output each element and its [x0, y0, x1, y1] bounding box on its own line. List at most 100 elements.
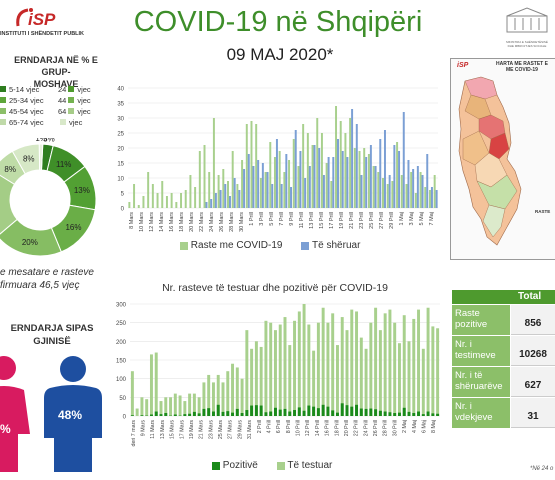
- bar-cases: [184, 190, 187, 208]
- x-tick-label: 16 Mars: [169, 212, 175, 232]
- x-tick-label: 27 Prill: [379, 212, 385, 229]
- bar-tested: [264, 320, 268, 416]
- bar-cases: [170, 193, 173, 208]
- x-tick-label: 28 Mars: [229, 212, 235, 232]
- bar-tested: [364, 348, 368, 416]
- female-percentage: %: [0, 422, 11, 436]
- bar-recovered: [379, 139, 382, 208]
- bar-cases: [227, 181, 229, 208]
- donut-label: 13%: [74, 186, 90, 195]
- age-legend-label: vjec: [77, 107, 91, 116]
- bar-recovered: [341, 151, 344, 208]
- bar-cases: [198, 151, 201, 208]
- male-percentage: 48%: [58, 408, 83, 422]
- bar-tested: [340, 317, 344, 416]
- bar-recovered: [383, 130, 386, 208]
- x-tick-label: 26 Mars: [219, 212, 225, 232]
- age-legend-label: 25-34 vjec: [9, 96, 44, 105]
- bar-tested: [149, 354, 153, 416]
- stats-row-label: Nr. i testimeve: [452, 336, 510, 366]
- bar-cases: [377, 172, 380, 208]
- y-tick-label: 30: [117, 117, 124, 123]
- bar-cases: [306, 133, 309, 208]
- bar-tested: [369, 322, 373, 416]
- bar-tested: [397, 343, 401, 416]
- y-tick-label: 35: [117, 102, 124, 108]
- bar-recovered: [238, 190, 241, 208]
- bar-recovered: [360, 175, 363, 208]
- map-title: HARTA ME RASTET E ME COVID-19: [496, 61, 548, 73]
- bar-recovered: [416, 166, 419, 208]
- age-legend-swatch: [0, 86, 6, 92]
- bar-recovered: [374, 166, 377, 208]
- x-tick-label: 12 Mars: [149, 212, 155, 232]
- bar-positive: [264, 412, 268, 416]
- x-tick-label: 2 Prill: [257, 420, 263, 433]
- female-icon: %: [0, 354, 34, 474]
- x-tick-label: 5 Prill: [269, 212, 275, 226]
- age-donut-chart: 3% 11% 13% 16% 20% 8% 8% 1%: [0, 134, 112, 258]
- x-tick-label: 18 Mars: [179, 212, 185, 232]
- age-legend-item: vjec: [58, 117, 91, 128]
- x-tick-label: 7 Prill: [279, 212, 285, 226]
- legend-label-tested: Të testuar: [287, 460, 333, 471]
- donut-label: 11%: [56, 160, 71, 169]
- age-legend-swatch: [0, 108, 6, 114]
- bar-positive: [211, 411, 215, 416]
- bar-tested: [164, 397, 168, 416]
- bar-recovered: [318, 148, 321, 208]
- x-tick-label: 13 Prill: [309, 212, 315, 229]
- isp-logo: iSP: [14, 6, 62, 32]
- bar-cases: [217, 175, 220, 208]
- bar-cases: [386, 184, 389, 208]
- stats-header-total: Total: [518, 291, 542, 302]
- age-donut-svg: 3% 11% 13% 16% 20% 8% 8% 1%: [0, 134, 97, 257]
- bar-tested: [159, 401, 163, 416]
- bar-tested: [293, 320, 297, 416]
- x-tick-label: 7 Maj: [429, 212, 435, 225]
- legend-label-cases: Raste me COVID-19: [190, 240, 283, 251]
- x-tick-label: 25 Mars: [218, 420, 224, 439]
- bar-tested: [221, 382, 225, 416]
- bar-cases: [142, 196, 145, 208]
- stats-row-label: Nr. i të shëruarëve: [452, 367, 510, 397]
- y-tick-label: 20: [117, 147, 124, 153]
- x-tick-label: 25 Prill: [369, 212, 375, 229]
- x-tick-label: 6 Maj: [421, 420, 427, 433]
- age-legend-label: vjec: [77, 96, 91, 105]
- bar-tested: [254, 341, 258, 416]
- x-tick-label: 20 Prill: [344, 420, 350, 436]
- bar-cases: [400, 175, 403, 208]
- bar-cases: [302, 124, 305, 208]
- legend-label-recovered: Të shëruar: [312, 240, 361, 251]
- bar-cases: [382, 178, 384, 208]
- bar-positive: [140, 415, 144, 416]
- bar-tested: [207, 374, 211, 416]
- bar-positive: [197, 413, 201, 416]
- bar-positive: [259, 405, 263, 416]
- y-tick-label: 50: [119, 396, 126, 402]
- x-tick-label: 31 Mars: [247, 420, 253, 439]
- stats-row-value: 627: [511, 367, 555, 397]
- y-tick-label: 10: [117, 177, 124, 183]
- bar-tested: [402, 315, 406, 416]
- stats-row-label: Nr. i vdekjeve: [452, 398, 510, 428]
- donut-label: 16%: [65, 223, 81, 232]
- x-tick-label: 30 Prill: [392, 420, 398, 436]
- bar-recovered: [332, 157, 335, 208]
- bar-positive: [283, 408, 287, 416]
- legend-swatch-positive: [212, 461, 220, 470]
- bar-recovered: [426, 154, 429, 208]
- bar-positive: [393, 413, 397, 416]
- age-title-line1: ERNDARJA NË % E GRUP-: [14, 55, 98, 77]
- x-tick-label: 4 Prill: [266, 420, 272, 433]
- x-tick-label: 24 Prill: [363, 420, 369, 436]
- bar-recovered: [412, 169, 415, 208]
- y-tick-label: 100: [116, 377, 127, 383]
- x-tick-label: 17 Mars: [179, 420, 185, 439]
- bar-positive: [364, 408, 368, 416]
- x-tick-label: 14 Mars: [159, 212, 165, 232]
- bar-positive: [288, 411, 292, 416]
- bar-recovered: [402, 112, 405, 208]
- bar-tested: [388, 309, 392, 416]
